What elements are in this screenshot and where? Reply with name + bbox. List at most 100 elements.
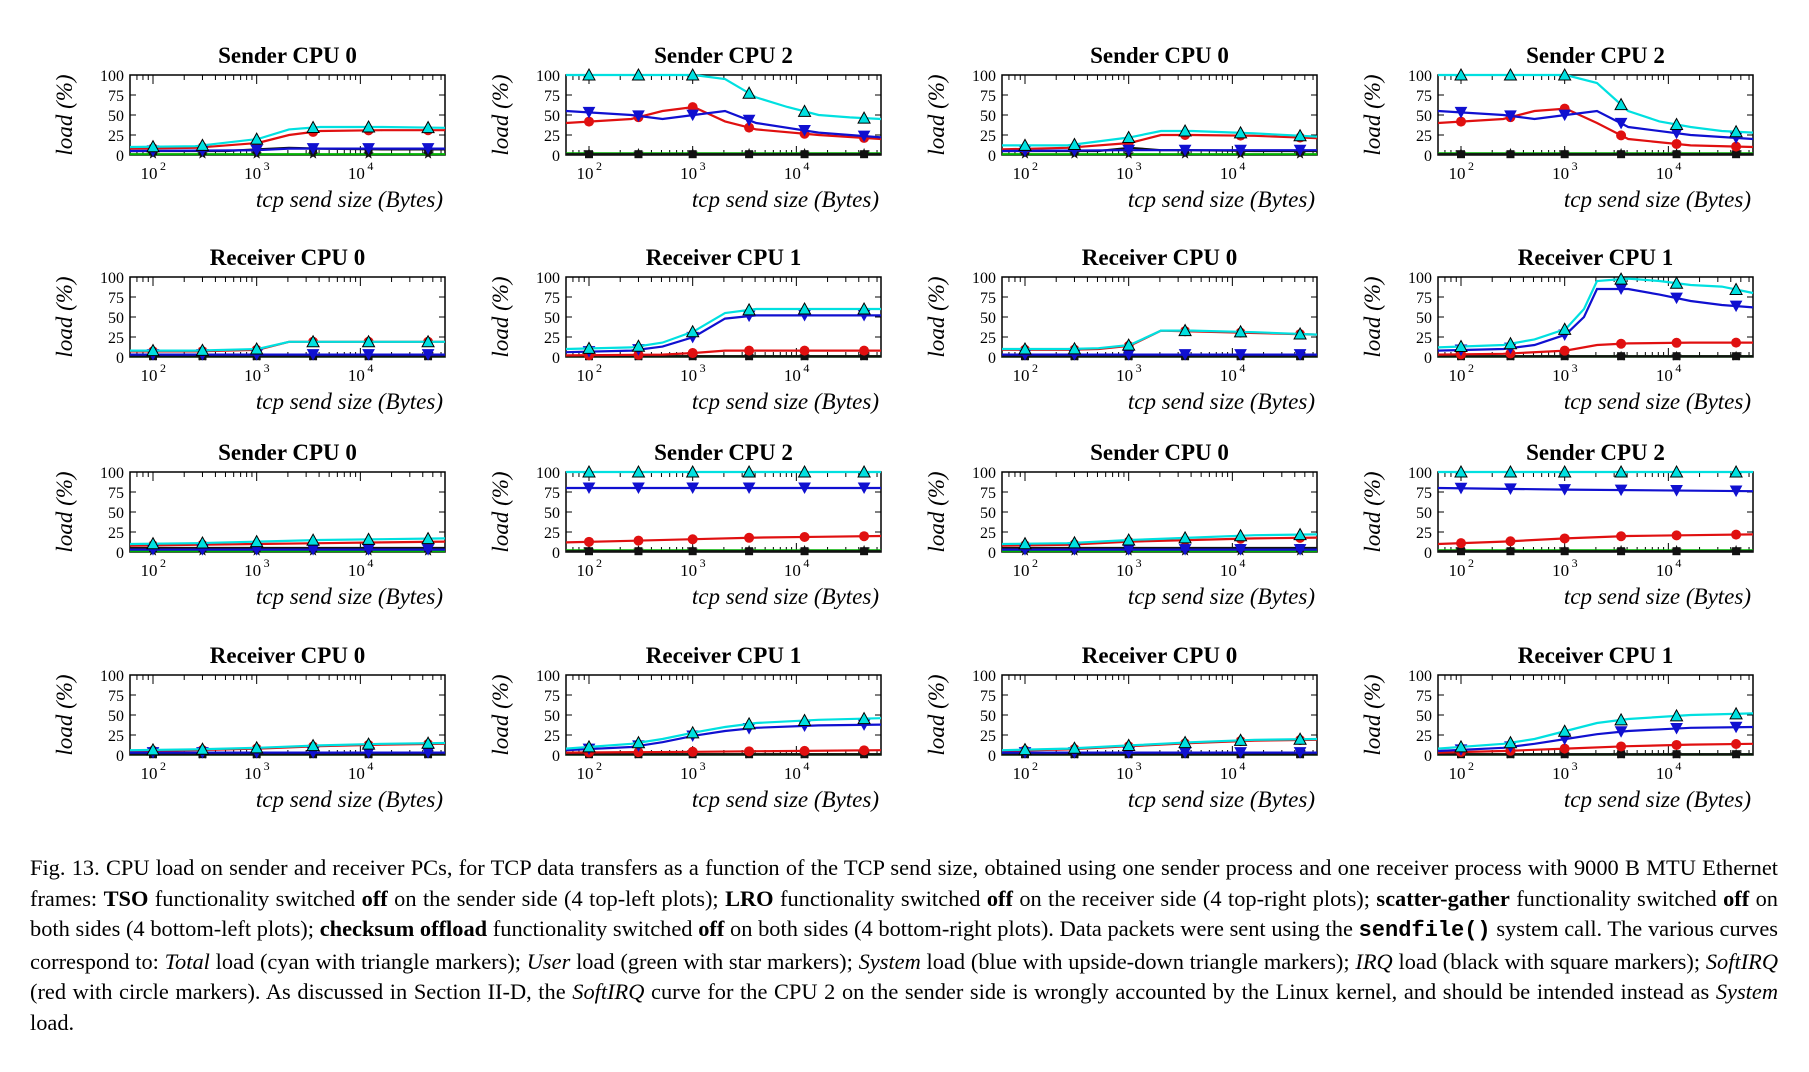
marker-softirq <box>584 536 595 547</box>
marker-total <box>1614 464 1628 478</box>
x-tick-label: 10 <box>680 366 697 385</box>
x-tick-exponent: 4 <box>803 159 809 173</box>
marker-total <box>742 86 756 99</box>
x-axis-label: tcp send size (Bytes) <box>256 787 443 812</box>
chart-title: Sender CPU 0 <box>218 43 357 68</box>
marker-total <box>1614 97 1628 111</box>
x-tick-label: 10 <box>244 561 261 580</box>
marker-total <box>1233 733 1248 746</box>
marker-system <box>686 482 700 495</box>
marker-total <box>306 738 320 752</box>
marker-system <box>421 143 435 155</box>
marker-system <box>742 482 756 495</box>
x-tick-label: 10 <box>784 366 801 385</box>
x-tick-exponent: 4 <box>1675 556 1681 570</box>
marker-system <box>1729 485 1743 498</box>
marker-total <box>1067 741 1082 754</box>
y-tick-label: 50 <box>544 708 560 725</box>
y-tick-label: 75 <box>544 88 560 105</box>
marker-system <box>1504 110 1517 122</box>
x-tick-exponent: 4 <box>803 556 809 570</box>
marker-system <box>1558 109 1572 122</box>
x-tick-label: 10 <box>1116 764 1133 783</box>
caption-system: System <box>858 948 921 974</box>
marker-system <box>1234 544 1247 556</box>
x-tick-exponent: 2 <box>1468 759 1474 773</box>
x-tick-label: 10 <box>141 764 158 783</box>
series-line-total <box>129 537 446 546</box>
x-tick-exponent: 3 <box>1572 759 1578 773</box>
marker-softirq <box>1616 338 1627 349</box>
y-tick-label: 100 <box>100 465 124 482</box>
caption-softirq: SoftIRQ <box>572 979 645 1004</box>
marker-system <box>1614 484 1628 497</box>
y-tick-label: 50 <box>980 505 996 522</box>
marker-irq <box>1617 150 1626 159</box>
marker-irq <box>1672 352 1681 361</box>
x-tick-label: 10 <box>244 764 261 783</box>
marker-total <box>631 67 646 81</box>
x-tick-label: 10 <box>348 366 365 385</box>
marker-softirq <box>1671 530 1682 541</box>
x-tick-exponent: 4 <box>1675 159 1681 173</box>
x-tick-exponent: 3 <box>1136 759 1142 773</box>
x-tick-label: 10 <box>1220 561 1237 580</box>
y-tick-label: 0 <box>1424 350 1432 367</box>
x-tick-exponent: 2 <box>1468 159 1474 173</box>
marker-total <box>857 464 871 478</box>
caption-text: load (cyan with triangle markers); <box>209 948 527 974</box>
marker-total <box>582 464 596 478</box>
x-tick-exponent: 2 <box>596 759 602 773</box>
y-axis-label: load (%) <box>488 74 513 155</box>
x-axis-label: tcp send size (Bytes) <box>1128 787 1315 812</box>
marker-total <box>631 735 646 749</box>
caption-text: system call. The various curves correspo… <box>30 916 1778 974</box>
x-tick-label: 10 <box>141 164 158 183</box>
marker-system <box>306 349 320 361</box>
y-tick-label: 100 <box>100 68 124 85</box>
y-tick-label: 25 <box>108 728 124 745</box>
y-axis-label: load (%) <box>924 276 949 357</box>
marker-system <box>362 143 375 155</box>
x-tick-label: 10 <box>1013 764 1030 783</box>
y-tick-label: 100 <box>972 68 996 85</box>
y-tick-label: 50 <box>1416 708 1432 725</box>
marker-total <box>1669 464 1684 478</box>
marker-irq <box>1617 547 1626 556</box>
chart-title: Sender CPU 2 <box>654 43 793 68</box>
x-tick-label: 10 <box>1013 164 1030 183</box>
marker-softirq <box>859 745 870 756</box>
marker-softirq <box>633 747 644 758</box>
marker-system <box>632 110 645 122</box>
marker-system <box>1122 144 1136 157</box>
x-tick-exponent: 2 <box>1032 159 1038 173</box>
marker-total <box>1067 535 1082 549</box>
marker-total <box>1067 137 1082 150</box>
chart-title: Sender CPU 0 <box>1090 43 1229 68</box>
marker-irq <box>634 547 643 556</box>
y-tick-label: 100 <box>100 270 124 287</box>
marker-irq <box>1457 150 1466 159</box>
marker-total <box>1729 282 1743 296</box>
series-line-system <box>565 109 882 139</box>
x-tick-label: 10 <box>577 164 594 183</box>
marker-irq <box>1560 750 1569 759</box>
x-tick-label: 10 <box>1220 366 1237 385</box>
x-tick-label: 10 <box>1552 764 1569 783</box>
y-tick-label: 100 <box>972 270 996 287</box>
x-tick-exponent: 4 <box>803 361 809 375</box>
marker-softirq <box>1671 138 1682 149</box>
y-tick-label: 50 <box>1416 108 1432 125</box>
chart-title: Sender CPU 2 <box>1526 43 1665 68</box>
marker-total <box>685 324 700 338</box>
marker-total <box>249 341 264 355</box>
caption-tso: TSO <box>103 885 149 911</box>
marker-total <box>685 725 700 739</box>
caption-text: functionality switched <box>487 916 699 941</box>
marker-irq <box>1617 750 1626 759</box>
